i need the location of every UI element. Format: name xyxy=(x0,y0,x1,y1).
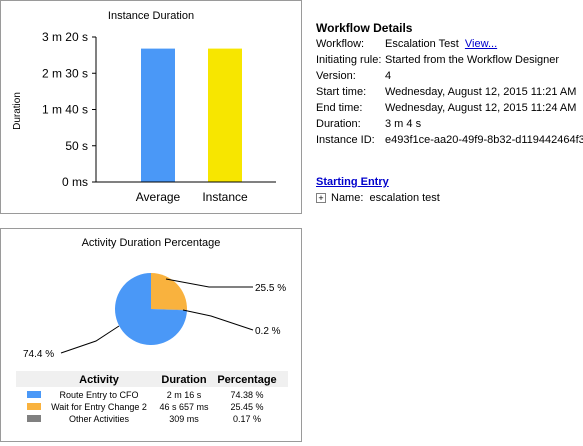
legend-swatch xyxy=(27,391,41,398)
starting-entry-section: Starting Entry + Name: escalation test xyxy=(316,176,440,205)
view-workflow-link[interactable]: View... xyxy=(464,38,498,50)
starting-entry-link[interactable]: Starting Entry xyxy=(316,176,389,188)
pie-label-wait: 25.5 % xyxy=(255,283,286,294)
pie-chart-title: Activity Duration Percentage xyxy=(82,237,221,249)
workflow-label: Workflow: xyxy=(316,38,365,50)
y-tick-label: 0 ms xyxy=(62,175,88,189)
name-label: Name: xyxy=(331,192,364,204)
pie-label-route: 74.4 % xyxy=(23,349,54,360)
y-tick-label: 1 m 40 s xyxy=(42,103,88,117)
legend-activity: Wait for Entry Change 2 xyxy=(51,402,147,412)
end-time-row: End time: Wednesday, August 12, 2015 11:… xyxy=(316,102,583,115)
start-time-value: Wednesday, August 12, 2015 11:21 AM xyxy=(385,86,577,98)
duration-value: 3 m 4 s xyxy=(385,118,422,130)
expand-plus-icon[interactable]: + xyxy=(316,193,326,204)
workflow-details-title: Workflow Details xyxy=(316,21,413,35)
start-time-label: Start time: xyxy=(316,86,367,98)
pie-leader-lines xyxy=(60,278,254,354)
instance-id-row: Instance ID: e493f1ce-aa20-49f9-8b32-d11… xyxy=(316,134,583,147)
pie-slice-wait-for-entry xyxy=(151,273,188,311)
legend-header-duration: Duration xyxy=(161,374,207,386)
legend-percentage: 25.45 % xyxy=(230,402,263,412)
workflow-value: Escalation Test xyxy=(385,38,459,50)
workflow-value-group: Escalation Test View... xyxy=(385,38,497,51)
initiating-rule-row: Initiating rule: Started from the Workfl… xyxy=(316,54,583,67)
legend-duration: 2 m 16 s xyxy=(167,390,202,400)
x-tick-label: Instance xyxy=(202,190,248,204)
y-tick-label: 3 m 20 s xyxy=(42,30,88,44)
bar-chart-title: Instance Duration xyxy=(108,10,194,22)
version-row: Version: 4 xyxy=(316,70,583,83)
workflow-row: Workflow: Escalation Test View... xyxy=(316,38,583,51)
legend-header-bg xyxy=(16,371,288,387)
legend-percentage: 74.38 % xyxy=(230,390,263,400)
pie-slice-route-entry xyxy=(114,273,187,345)
workflow-details: Workflow Details Workflow: Escalation Te… xyxy=(316,21,583,150)
activity-duration-chart: Activity Duration Percentage 25.5 % 0.2 … xyxy=(16,237,288,424)
initiating-rule-value: Started from the Workflow Designer xyxy=(385,54,560,66)
legend-header-percentage: Percentage xyxy=(217,374,276,386)
start-time-row: Start time: Wednesday, August 12, 2015 1… xyxy=(316,86,583,99)
duration-row: Duration: 3 m 4 s xyxy=(316,118,583,131)
version-value: 4 xyxy=(385,70,392,82)
duration-label: Duration: xyxy=(316,118,361,130)
x-tick-label: Average xyxy=(136,190,181,204)
starting-entry-name-row: + Name: escalation test xyxy=(316,192,440,205)
bar-average xyxy=(141,48,175,182)
legend-swatch xyxy=(27,403,41,410)
legend-percentage: 0.17 % xyxy=(233,414,261,424)
legend-duration: 309 ms xyxy=(169,414,199,424)
initiating-rule-label: Initiating rule: xyxy=(316,54,382,66)
bar-instance xyxy=(208,48,242,182)
legend-activity: Route Entry to CFO xyxy=(59,390,138,400)
legend-swatch xyxy=(27,415,41,422)
legend-header-activity: Activity xyxy=(79,374,120,386)
instance-duration-chart: Instance Duration Duration 0 ms 50 s 1 m 4… xyxy=(12,10,276,204)
legend-duration: 46 s 657 ms xyxy=(159,402,209,412)
end-time-label: End time: xyxy=(316,102,363,114)
pie-label-other: 0.2 % xyxy=(255,326,281,337)
name-value: escalation test xyxy=(369,192,440,204)
end-time-value: Wednesday, August 12, 2015 11:24 AM xyxy=(385,102,577,114)
y-tick-label: 2 m 30 s xyxy=(42,66,88,80)
instance-id-label: Instance ID: xyxy=(316,134,375,146)
activity-duration-panel: Activity Duration Percentage 25.5 % 0.2 … xyxy=(0,228,302,442)
y-tick-label: 50 s xyxy=(65,139,88,153)
instance-duration-chart-panel: Instance Duration Duration 0 ms 50 s 1 m 4… xyxy=(0,0,302,214)
instance-id-value: e493f1ce-aa20-49f9-8b32-d119442464f3 xyxy=(385,134,583,146)
legend-activity: Other Activities xyxy=(69,414,130,424)
y-axis-label: Duration xyxy=(12,92,23,130)
pie-slice-other xyxy=(151,309,187,311)
version-label: Version: xyxy=(316,70,356,82)
